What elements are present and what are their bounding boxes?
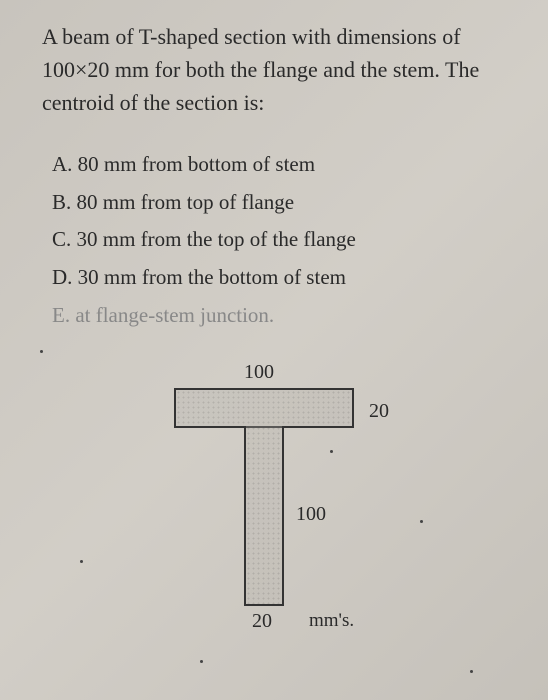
option-b: B. 80 mm from top of flange	[52, 185, 518, 221]
noise-dot	[420, 520, 423, 523]
flange-shape	[174, 388, 354, 428]
options-list: A. 80 mm from bottom of stem B. 80 mm fr…	[30, 147, 518, 333]
stem-shape	[244, 426, 284, 606]
dim-units: mm's.	[309, 610, 354, 632]
noise-dot	[40, 350, 43, 353]
option-d: D. 30 mm from the bottom of stem	[52, 260, 518, 296]
noise-dot	[80, 560, 83, 563]
dim-flange-width: 100	[244, 361, 274, 384]
noise-dot	[470, 670, 473, 673]
option-c: C. 30 mm from the top of the flange	[52, 222, 518, 258]
dim-stem-height: 100	[296, 503, 326, 526]
t-section-diagram: 100 20 100 20 mm's.	[124, 358, 424, 638]
noise-dot	[200, 660, 203, 663]
question-stem: A beam of T-shaped section with dimensio…	[30, 20, 518, 119]
dim-flange-height: 20	[369, 400, 389, 423]
dim-stem-width: 20	[252, 610, 272, 633]
noise-dot	[330, 450, 333, 453]
option-e: E. at flange-stem junction.	[52, 298, 518, 334]
option-a: A. 80 mm from bottom of stem	[52, 147, 518, 183]
